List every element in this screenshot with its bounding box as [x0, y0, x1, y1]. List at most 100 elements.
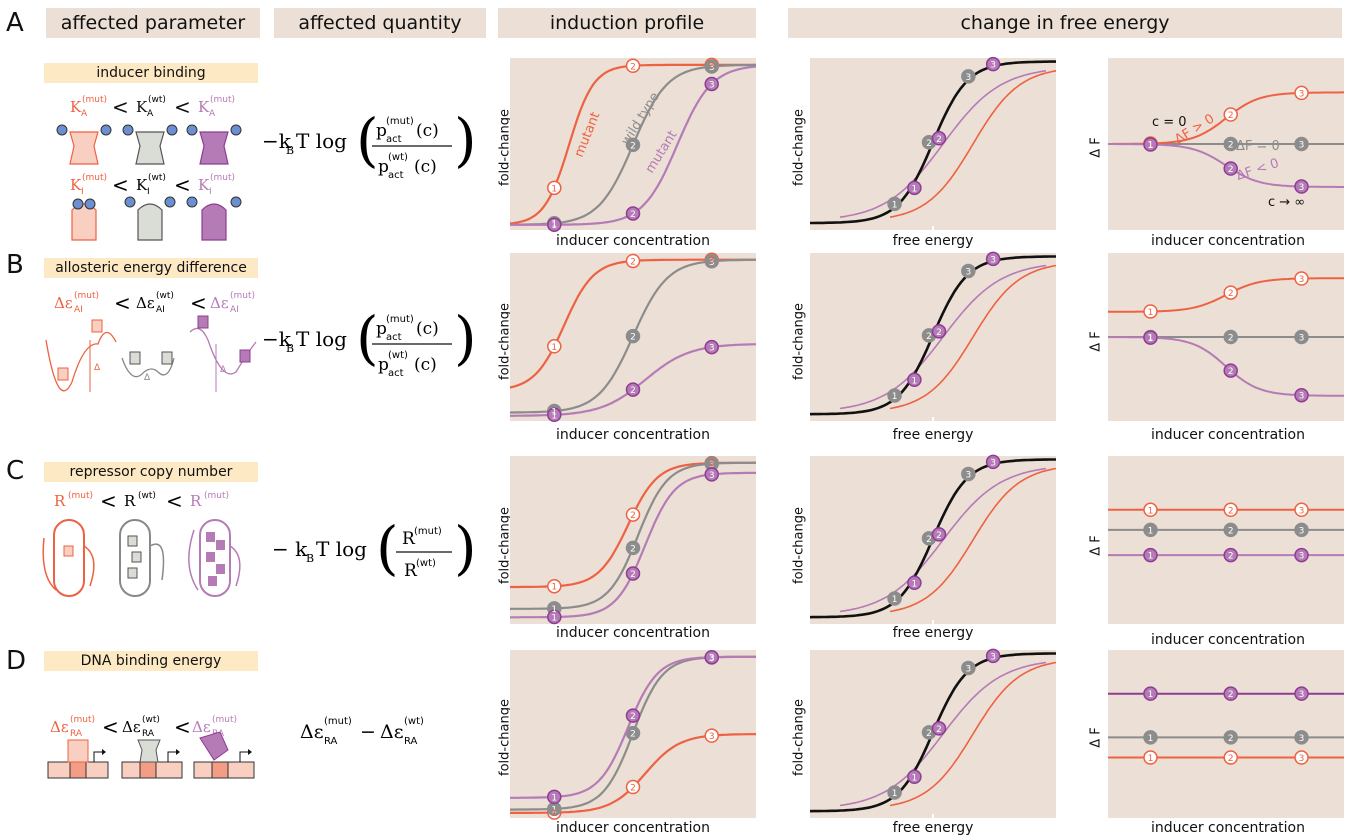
induction-marker-0-2-0-num: 1: [551, 221, 557, 231]
svg-text:Δ: Δ: [220, 365, 227, 375]
header-affected-parameter: affected parameter: [46, 8, 260, 38]
svg-text:(: (: [356, 106, 379, 174]
fe-marker-purple-0-1-num: 2: [936, 135, 942, 145]
df-marker-2-red-2-num: 3: [1299, 506, 1305, 516]
df-marker-2-gray-0-circle: [1143, 522, 1158, 538]
fe-marker-gray-3-2-circle: [961, 660, 976, 676]
df-marker-0-red-1-num: 2: [1228, 111, 1234, 121]
fe-marker-gray-3-0-num: 1: [892, 789, 898, 799]
fe-marker-gray-1-0-circle: [887, 388, 902, 403]
induction-marker-0-2-0-circle: [547, 217, 562, 232]
svg-text:R: R: [402, 529, 416, 549]
tag-inducer-binding: inducer binding: [44, 63, 258, 83]
df-marker-1-gray-2-circle: [1294, 329, 1309, 345]
svg-text:(mut): (mut): [324, 716, 352, 727]
svg-text:B: B: [286, 144, 294, 157]
fe-marker-gray-1-2-num: 3: [965, 267, 971, 277]
induction-marker-2-1-1-circle: [625, 540, 641, 556]
tag-repressor-copy: repressor copy number: [44, 462, 258, 482]
svg-text:(wt): (wt): [404, 716, 424, 727]
df-marker-2-red-0-circle: [1143, 502, 1158, 518]
xlabel-df-a: inducer concentration: [1151, 233, 1305, 249]
svg-text:K: K: [136, 98, 148, 116]
df-marker-2-gray-1-num: 2: [1228, 526, 1234, 536]
fe-marker-gray-0-2-num: 3: [965, 73, 971, 83]
induction-marker-3-0-2-circle: [704, 728, 719, 743]
df-marker-2-red-0-num: 1: [1148, 506, 1154, 516]
induction-marker-1-1-1-circle: [625, 328, 641, 344]
induction-marker-1-2-1-num: 2: [630, 386, 636, 396]
df-marker-0-gray-0-num: 1: [1148, 141, 1154, 151]
df-marker-0-gray-1-num: 2: [1228, 141, 1234, 151]
induction-marker-0-1-1-num: 2: [630, 141, 636, 151]
df-marker-1-gray-1-circle: [1223, 329, 1238, 345]
fe-shift-1-0: [889, 264, 1057, 410]
induction-marker-3-0-2-num: 3: [709, 732, 715, 742]
svg-text:K: K: [136, 176, 148, 194]
svg-text:I: I: [209, 187, 212, 197]
svg-text:T log: T log: [316, 537, 367, 561]
svg-text:<: <: [112, 95, 129, 119]
svg-text:(mut): (mut): [204, 491, 229, 501]
row-letter-c: C: [6, 456, 25, 486]
svg-text:RA: RA: [404, 736, 418, 747]
df-marker-0-red-2-circle: [1294, 85, 1309, 101]
fe-marker-gray-1-0-num: 1: [892, 392, 898, 402]
df-marker-3-purple-2-circle: [1294, 686, 1309, 701]
fe-shift-0-0: [889, 70, 1057, 218]
df-marker-2-purple-1-num: 2: [1228, 552, 1234, 562]
induction-panel-2-bg: [510, 456, 756, 624]
fe-marker-gray-0-0-num: 1: [892, 200, 898, 210]
svg-text:Δε: Δε: [380, 721, 404, 743]
xlabel-fe-d: free energy: [892, 820, 974, 836]
df-marker-1-red-1-circle: [1223, 285, 1238, 300]
fe-marker-purple-2-1-num: 2: [936, 531, 942, 541]
svg-text:): ): [454, 304, 477, 372]
df-marker-1-red-2-circle: [1294, 271, 1309, 286]
equation-row-a: −kB T log ( p act(mut) (c) p act(wt) (c) ): [262, 106, 477, 181]
fe-marker-gray-2-1-num: 2: [926, 535, 932, 545]
df-marker-1-red-2-num: 3: [1299, 275, 1305, 285]
svg-text:(: (: [356, 304, 379, 372]
df-marker-3-red-0-circle: [1143, 750, 1158, 765]
svg-text:− k: − k: [272, 537, 308, 561]
svg-text:<: <: [174, 173, 191, 197]
header-change-free-energy: change in free energy: [788, 8, 1342, 38]
induction-marker-3-1-2-num: 3: [709, 654, 715, 664]
svg-text:<: <: [100, 489, 117, 513]
induction-marker-2-2-0-circle: [547, 609, 562, 625]
induction-marker-2-0-2-num: 3: [709, 460, 715, 470]
equation-row-d: Δε RA(mut) − Δε RA(wt): [300, 716, 424, 747]
svg-text:(mut): (mut): [414, 526, 442, 537]
induction-marker-3-2-0-num: 1: [551, 793, 557, 803]
label-cinf: c → ∞: [1268, 195, 1305, 210]
svg-text:K: K: [70, 98, 82, 116]
header-induction-profile: induction profile: [498, 8, 756, 38]
fe-marker-purple-0-2-circle: [985, 56, 1001, 72]
svg-text:(c): (c): [414, 355, 437, 375]
svg-text:(c): (c): [416, 121, 439, 141]
df-marker-3-red-0-num: 1: [1148, 754, 1154, 764]
df-marker-2-gray-2-num: 3: [1299, 526, 1305, 536]
header-affected-quantity: affected quantity: [274, 8, 486, 38]
svg-text:p: p: [378, 157, 389, 177]
xlabel-induction-b: inducer concentration: [556, 427, 710, 443]
fe-marker-purple-0-0-num: 1: [912, 184, 918, 194]
row-letter-d: D: [6, 646, 27, 676]
fe-marker-purple-3-2-num: 3: [990, 652, 996, 662]
equation-row-c: − kB T log ( R (mut) R (wt) ): [272, 514, 477, 582]
svg-text:(mut): (mut): [386, 314, 414, 325]
df-marker-0-gray-1-circle: [1223, 136, 1238, 152]
induction-marker-1-0-1-circle: [625, 253, 641, 269]
df-marker-3-purple-2-num: 3: [1299, 690, 1305, 700]
df-marker-0-red-2-num: 3: [1299, 89, 1305, 99]
svg-text:K: K: [198, 98, 210, 116]
df-marker-3-gray-1-circle: [1223, 730, 1238, 745]
df-marker-1-purple-1-num: 2: [1228, 367, 1234, 377]
fe-marker-gray-2-0-circle: [887, 591, 902, 606]
svg-text:act: act: [388, 368, 404, 379]
svg-text:Δε: Δε: [192, 718, 211, 736]
fe-shift-2-0: [889, 467, 1057, 613]
fe-marker-purple-2-2-circle: [985, 454, 1001, 470]
fe-marker-gray-3-0-circle: [887, 785, 902, 800]
